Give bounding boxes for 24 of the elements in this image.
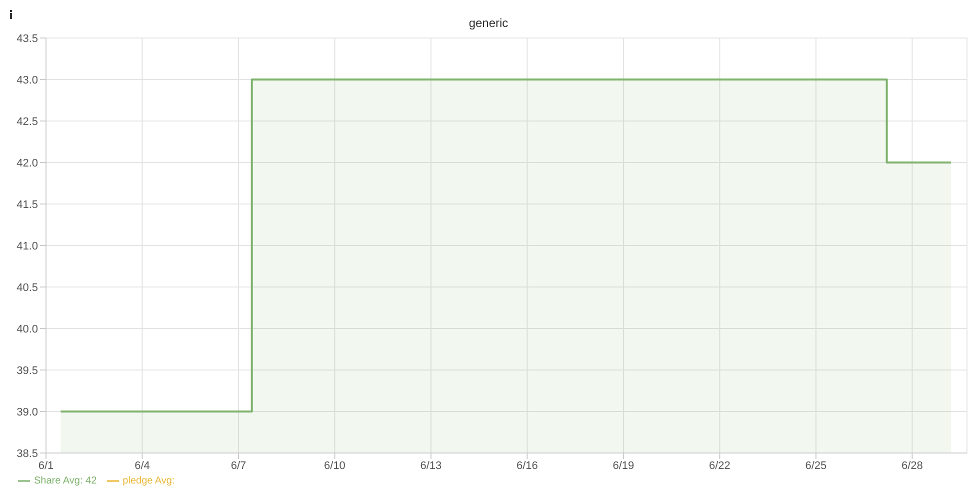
y-tick-label: 43.5 (16, 32, 38, 45)
y-tick-label: 40.0 (16, 323, 38, 336)
x-tick-label: 6/7 (230, 460, 246, 472)
x-tick-label: 6/22 (708, 460, 730, 472)
x-tick-label: 6/4 (134, 460, 150, 472)
y-tick-label: 43.0 (16, 74, 38, 86)
y-tick-label: 41.0 (16, 240, 38, 252)
legend-label: Share Avg: 42 (34, 476, 97, 487)
x-tick-label: 6/28 (901, 460, 923, 472)
y-tick-label: 42.5 (16, 116, 38, 128)
y-tick-label: 38.5 (16, 448, 38, 460)
y-tick-label: 40.5 (16, 282, 38, 294)
x-tick-label: 6/19 (612, 460, 634, 472)
y-tick-label: 39.0 (16, 406, 38, 418)
x-tick-label: 6/13 (420, 460, 442, 472)
x-tick-label: 6/25 (805, 460, 827, 472)
y-tick-label: 39.5 (16, 364, 38, 377)
y-tick-label: 41.5 (16, 198, 38, 211)
x-tick-label: 6/1 (38, 460, 54, 472)
x-tick-label: 6/10 (324, 460, 346, 472)
y-tick-label: 42.0 (16, 157, 38, 170)
x-tick-label: 6/16 (516, 460, 538, 472)
legend-label: pledge Avg: (122, 476, 175, 487)
chart-title: generic (468, 16, 510, 30)
